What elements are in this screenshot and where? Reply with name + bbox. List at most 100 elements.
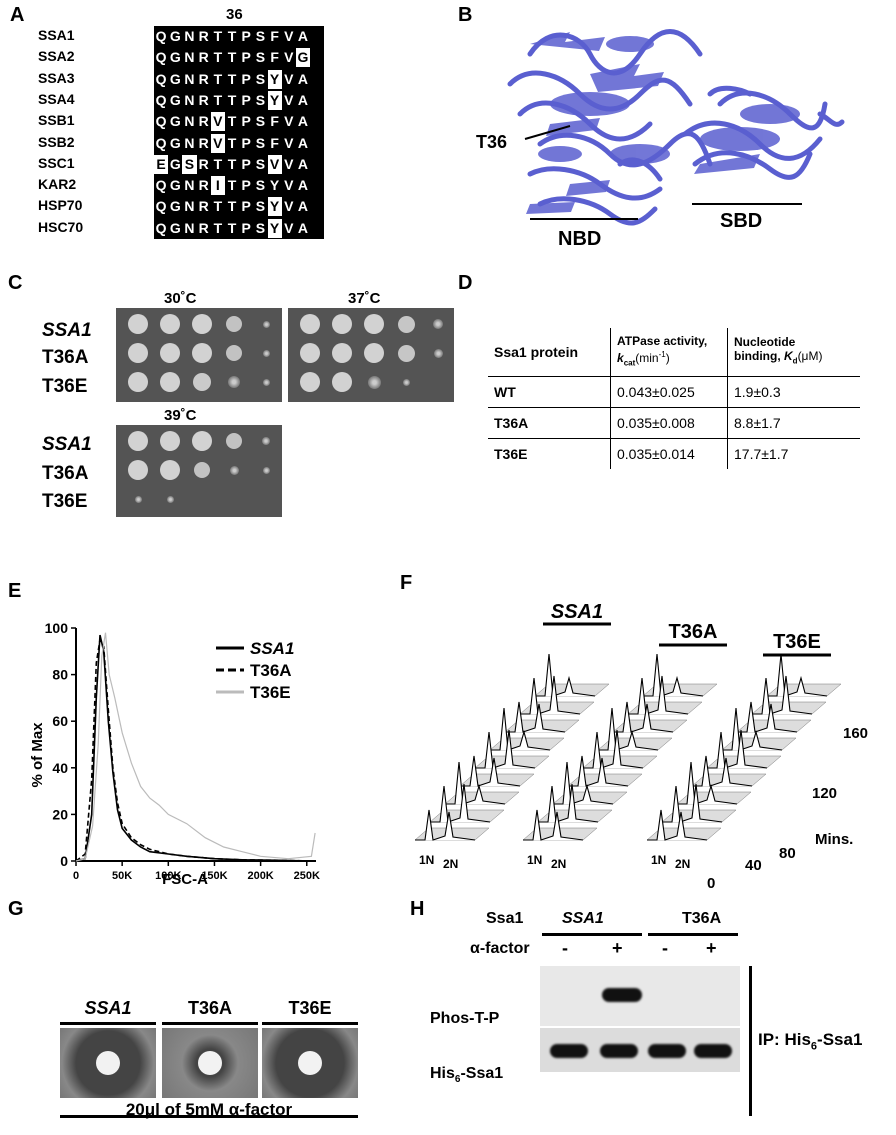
residue: I bbox=[210, 176, 225, 196]
fsc-histogram-chart: % of Max FSC-A 0 20 40 60 80 100 0 50K 100K 150K 2… bbox=[29, 620, 320, 888]
legend-label: SSA1 bbox=[250, 639, 294, 658]
protein-structure bbox=[507, 29, 845, 226]
residue: S bbox=[255, 134, 266, 151]
residue: G bbox=[169, 113, 181, 130]
residue: V bbox=[210, 112, 225, 132]
colony-spot bbox=[397, 315, 415, 333]
residue: G bbox=[169, 134, 181, 151]
panel-g-label: G bbox=[8, 898, 24, 920]
residue: R bbox=[198, 198, 209, 215]
lane-1-label: - bbox=[562, 938, 568, 958]
residue: N bbox=[184, 177, 195, 194]
f-time-label: 120 bbox=[812, 785, 837, 802]
f-time-unit: Mins. bbox=[815, 831, 853, 848]
legend-label: T36A bbox=[250, 661, 292, 680]
residue: Y bbox=[267, 90, 282, 110]
colony-spot bbox=[332, 343, 352, 363]
residue: G bbox=[169, 177, 181, 194]
series-line-t36a bbox=[75, 637, 312, 862]
y-tick-label: 0 bbox=[60, 853, 68, 869]
his-band-2 bbox=[600, 1044, 638, 1058]
colony-spot bbox=[192, 431, 212, 451]
f-histogram-trace bbox=[460, 755, 521, 787]
residue: Q bbox=[155, 134, 167, 151]
x-tick-label: 200K bbox=[247, 870, 273, 882]
h-strain-ssa1: SSA1 bbox=[562, 910, 604, 927]
phos-band bbox=[602, 988, 642, 1002]
f-histogram-trace bbox=[520, 675, 581, 715]
residue: F bbox=[270, 28, 279, 44]
temp-39-label: 39˚C bbox=[164, 407, 197, 424]
f-histogram-trace bbox=[568, 755, 629, 787]
residue: V bbox=[284, 198, 294, 215]
panel-b-label: B bbox=[458, 4, 473, 26]
f-time-label: 40 bbox=[745, 857, 762, 874]
h-bar-t36a bbox=[648, 933, 738, 936]
sequence-name: SSC1 bbox=[38, 154, 75, 171]
residue: T bbox=[227, 91, 237, 108]
residue: A bbox=[297, 91, 309, 108]
strain-t36a-label-39: T36A bbox=[42, 463, 89, 484]
f-histogram-trace bbox=[598, 707, 659, 751]
f-time-label: 80 bbox=[779, 845, 796, 862]
residue: S bbox=[255, 177, 266, 194]
residue: A bbox=[297, 134, 309, 151]
residue: T bbox=[227, 219, 237, 236]
residue: G bbox=[169, 91, 181, 108]
colony-spot bbox=[332, 372, 352, 392]
sequence-name: SSA3 bbox=[38, 69, 75, 86]
filter-disk bbox=[96, 1051, 120, 1075]
f-strain-label: SSA1 bbox=[551, 601, 603, 623]
f-histogram-trace bbox=[737, 701, 798, 733]
residue: T bbox=[213, 49, 223, 66]
f-histogram-trace bbox=[613, 701, 674, 733]
residue: V bbox=[284, 91, 294, 108]
colony-spot bbox=[226, 433, 242, 449]
residue: Q bbox=[155, 219, 167, 236]
h-strain-t36a: T36A bbox=[682, 910, 722, 927]
residue: N bbox=[184, 91, 195, 108]
residue: P bbox=[241, 134, 251, 151]
residue: Y bbox=[267, 69, 282, 89]
f-histogram-trace bbox=[628, 675, 689, 715]
ip-label: IP: His6-Ssa1 bbox=[758, 1030, 863, 1053]
sequence-name: HSC70 bbox=[38, 218, 84, 235]
residue: G bbox=[169, 155, 181, 172]
colony-spot bbox=[332, 314, 352, 334]
residue: Q bbox=[155, 28, 167, 44]
colony-spot bbox=[300, 343, 320, 363]
residue: G bbox=[169, 198, 181, 215]
strain-t36e-label: T36E bbox=[42, 376, 88, 397]
residue: N bbox=[184, 28, 195, 44]
residue: V bbox=[284, 28, 294, 44]
plate-30c bbox=[116, 308, 282, 402]
strain-ssa1-label: SSA1 bbox=[42, 320, 92, 341]
colony-spot bbox=[160, 372, 180, 392]
residue: R bbox=[198, 113, 209, 130]
residue: P bbox=[241, 155, 251, 172]
plate-37c bbox=[288, 308, 454, 402]
colony-spot bbox=[128, 372, 148, 392]
residue: Q bbox=[155, 91, 167, 108]
residue: A bbox=[297, 177, 309, 194]
f-histogram-trace bbox=[647, 809, 708, 841]
residue: A bbox=[297, 70, 309, 87]
sequence-name: HSP70 bbox=[38, 197, 83, 214]
residue: N bbox=[184, 134, 195, 151]
residue: A bbox=[297, 113, 309, 130]
f-histogram-trace bbox=[430, 783, 491, 823]
residue: R bbox=[198, 91, 209, 108]
residue: V bbox=[267, 154, 282, 174]
residue: G bbox=[295, 48, 311, 68]
header-binding: Nucleotide binding, Kd(μM) bbox=[727, 328, 860, 376]
sequence-name: SSB2 bbox=[38, 133, 75, 150]
residue: Y bbox=[267, 218, 282, 238]
colony-spot bbox=[229, 465, 239, 475]
ip-bracket bbox=[749, 966, 752, 1116]
colony-spot bbox=[226, 345, 242, 361]
f-histogram-trace bbox=[752, 675, 813, 715]
